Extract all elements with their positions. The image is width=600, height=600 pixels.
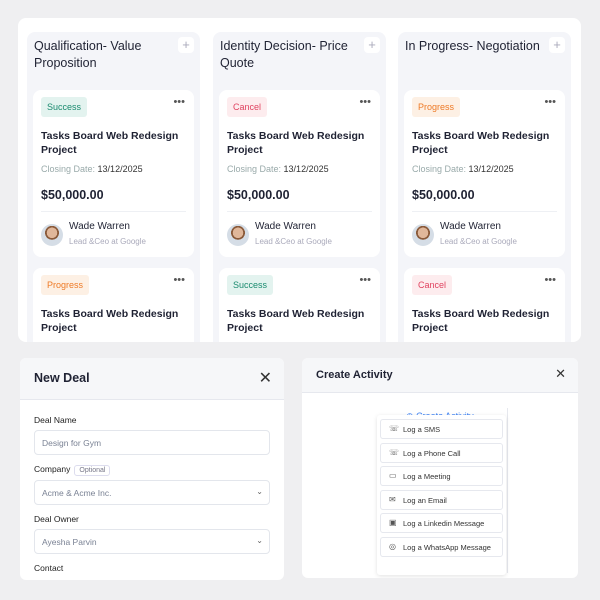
deal-amount: $50,000.00: [227, 188, 290, 202]
divider: [41, 211, 186, 212]
menu-item-label: Log a Meeting: [403, 472, 451, 481]
phone-icon: ☏: [389, 447, 400, 457]
chevron-down-icon: ⌄: [256, 487, 263, 496]
optional-badge: Optional: [74, 465, 111, 476]
phone-icon: ☏: [389, 424, 400, 433]
menu-item[interactable]: ▭ Log a Meeting: [380, 466, 503, 486]
avatar: [412, 224, 434, 246]
avatar: [227, 224, 249, 246]
video-icon: ▭: [389, 471, 397, 480]
activity-menu: ☏ Log a SMS ☏ Log a Phone Call ▭ Log a Meetin…: [377, 415, 506, 575]
deal-card[interactable]: Success ••• Tasks Board Web Redesign Pro…: [219, 268, 380, 342]
closing-date: Closing Date: 13/12/2025: [41, 164, 143, 174]
person-role: Lead &Ceo at Google: [69, 237, 146, 246]
chevron-down-icon: ⌄: [256, 536, 263, 545]
status-badge: Cancel: [412, 275, 453, 295]
add-deal-button[interactable]: +: [364, 37, 380, 53]
closing-date: Closing Date: 13/12/2025: [227, 164, 329, 174]
contact-label: Contact: [34, 563, 64, 573]
card-title: Tasks Board Web Redesign Project: [41, 308, 179, 334]
card-title: Tasks Board Web Redesign Project: [227, 308, 365, 334]
divider: [412, 211, 557, 212]
more-options-icon[interactable]: •••: [544, 274, 556, 286]
column-title: In Progress- Negotiation: [405, 39, 540, 53]
divider: [227, 211, 372, 212]
deal-card[interactable]: Progress ••• Tasks Board Web Redesign Pr…: [33, 268, 194, 342]
deal-name-label: Deal Name: [34, 415, 77, 425]
more-options-icon[interactable]: •••: [173, 96, 185, 108]
modal-title: New Deal: [34, 371, 90, 385]
person-name: Wade Warren: [69, 221, 130, 232]
more-options-icon[interactable]: •••: [173, 274, 185, 286]
closing-date-value: 13/12/2025: [97, 164, 143, 174]
add-deal-button[interactable]: +: [549, 37, 565, 53]
avatar: [41, 224, 63, 246]
closing-label: Closing Date:: [41, 164, 96, 174]
closing-date-value: 13/12/2025: [283, 164, 329, 174]
kanban-board: Qualification- Value Proposition + Succe…: [18, 18, 581, 342]
person-name: Wade Warren: [255, 221, 316, 232]
deal-owner-label: Deal Owner: [34, 514, 79, 524]
column-title: Qualification- Value Proposition: [34, 39, 142, 70]
menu-item[interactable]: ▣ Log a Linkedin Message: [380, 513, 503, 533]
deal-card[interactable]: Cancel ••• Tasks Board Web Redesign Proj…: [404, 268, 565, 342]
status-badge: Progress: [41, 275, 90, 295]
status-badge: Progress: [412, 97, 461, 117]
create-activity-modal: Create Activity ✕ ⊕ Create Activity ☏Log…: [302, 358, 578, 578]
pipeline-column: Qualification- Value Proposition + Succe…: [27, 32, 200, 342]
deal-card[interactable]: Progress ••• Tasks Board Web Redesign Pr…: [404, 90, 565, 257]
closing-label: Closing Date:: [412, 164, 467, 174]
linkedin-icon: ▣: [389, 518, 397, 527]
closing-date-value: 13/12/2025: [468, 164, 514, 174]
deal-amount: $50,000.00: [41, 188, 104, 202]
more-options-icon[interactable]: •••: [544, 96, 556, 108]
card-title: Tasks Board Web Redesign Project: [412, 130, 550, 156]
add-deal-button[interactable]: +: [178, 37, 194, 53]
card-title: Tasks Board Web Redesign Project: [227, 130, 365, 156]
person-role: Lead &Ceo at Google: [255, 237, 332, 246]
company-select[interactable]: Acme & Acme Inc. ⌄: [34, 480, 270, 505]
card-title: Tasks Board Web Redesign Project: [41, 130, 179, 156]
deal-name-input[interactable]: Design for Gym: [34, 430, 270, 455]
new-deal-modal: New Deal ✕ Deal Name Design for Gym Comp…: [20, 358, 284, 580]
menu-item-label: Log a SMS: [403, 425, 441, 434]
person-role: Lead &Ceo at Google: [440, 237, 517, 246]
close-icon[interactable]: ✕: [555, 366, 566, 381]
deal-card[interactable]: Success ••• Tasks Board Web Redesign Pro…: [33, 90, 194, 257]
more-options-icon[interactable]: •••: [359, 274, 371, 286]
modal-header: Create Activity ✕: [302, 358, 578, 393]
status-badge: Cancel: [227, 97, 268, 117]
status-badge: Success: [227, 275, 274, 295]
mail-icon: ✉: [389, 494, 396, 504]
menu-item-label: Log an Email: [403, 495, 447, 505]
menu-item-label: Log a WhatsApp Message: [403, 542, 491, 552]
menu-item[interactable]: ✉ Log an Email: [380, 489, 503, 510]
column-title: Identity Decision- Price Quote: [220, 39, 348, 70]
menu-item[interactable]: ◎ Log a WhatsApp Message: [380, 536, 503, 557]
card-title: Tasks Board Web Redesign Project: [412, 308, 550, 334]
closing-label: Closing Date:: [227, 164, 282, 174]
deal-card[interactable]: Cancel ••• Tasks Board Web Redesign Proj…: [219, 90, 380, 257]
more-options-icon[interactable]: •••: [359, 96, 371, 108]
menu-item[interactable]: ☏ Log a SMS: [380, 419, 503, 439]
pipeline-column: Identity Decision- Price Quote + Cancel …: [213, 32, 386, 342]
modal-title: Create Activity: [316, 369, 393, 381]
closing-date: Closing Date: 13/12/2025: [412, 164, 514, 174]
menu-item-label: Log a Linkedin Message: [403, 519, 485, 528]
pipeline-column: In Progress- Negotiation + Progress ••• …: [398, 32, 571, 342]
deal-amount: $50,000.00: [412, 188, 475, 202]
company-label-text: Company: [34, 464, 71, 474]
owner-value: Ayesha Parvin: [42, 537, 97, 547]
close-icon[interactable]: ✕: [258, 370, 272, 387]
divider: [507, 408, 508, 573]
menu-item[interactable]: ☏ Log a Phone Call: [380, 442, 503, 463]
company-value: Acme & Acme Inc.: [42, 488, 112, 498]
menu-item-label: Log a Phone Call: [403, 448, 461, 458]
status-badge: Success: [41, 97, 88, 117]
whatsapp-icon: ◎: [389, 541, 396, 551]
deal-owner-select[interactable]: Ayesha Parvin ⌄: [34, 529, 270, 554]
modal-header: New Deal ✕: [20, 358, 284, 400]
company-label: Company Optional: [34, 464, 111, 476]
person-name: Wade Warren: [440, 221, 501, 232]
